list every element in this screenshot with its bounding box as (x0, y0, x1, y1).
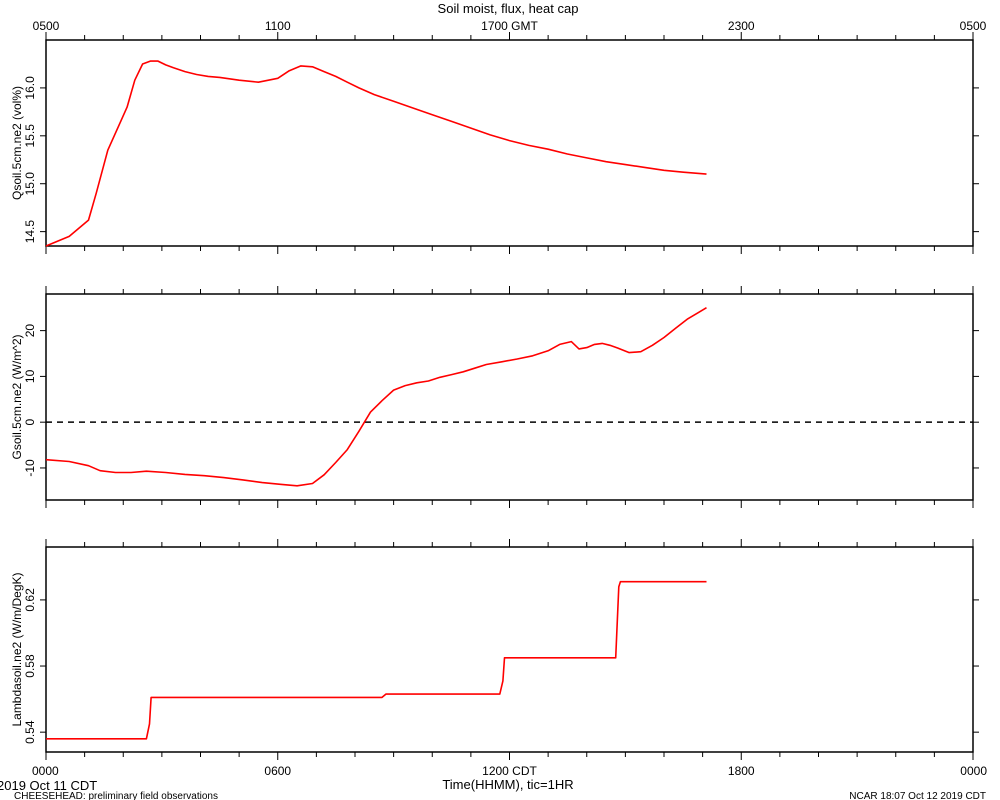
y-tick-label: 0.58 (23, 654, 37, 678)
top-axis-tick-label: 1100 (265, 19, 291, 33)
y-tick-label: -10 (23, 459, 37, 477)
bottom-axis-tick-label: 1800 (728, 764, 755, 778)
y-tick-label: 15.5 (23, 124, 37, 148)
series-line (45, 307, 707, 487)
bottom-axis-tick-label: 0000 (960, 764, 987, 778)
y-tick-label: 20 (23, 324, 37, 338)
footer-date: 2019 Oct 11 CDT (0, 778, 97, 793)
bottom-axis-tick-label: 1200 CDT (482, 764, 537, 778)
y-tick-label: 15.0 (23, 172, 37, 196)
y-tick-label: 14.5 (23, 220, 37, 244)
y-axis-label: Lambdasoil.ne2 (W/m/DegK) (10, 572, 24, 726)
plot-frame (45, 546, 974, 753)
top-axis-tick-label: 1700 GMT (481, 19, 538, 33)
chart-title: Soil moist, flux, heat cap (438, 1, 579, 16)
plot-frame (45, 293, 974, 501)
bottom-axis-tick-label: 0000 (32, 764, 59, 778)
top-axis-tick-label: 0500 (960, 19, 987, 33)
y-axis-label: Gsoil.5cm.ne2 (W/m^2) (10, 335, 24, 460)
y-tick-label: 10 (23, 369, 37, 383)
y-tick-label: 0.62 (23, 588, 37, 612)
y-axis-label: Qsoil.5cm.ne2 (vol%) (10, 86, 24, 200)
series-line (46, 580, 707, 740)
top-axis-tick-label: 0500 (33, 19, 60, 33)
y-tick-label: 0 (23, 419, 37, 426)
series-line (45, 60, 707, 247)
top-axis-tick-label: 2300 (728, 19, 755, 33)
x-axis-label: Time(HHMM), tic=1HR (442, 777, 573, 792)
footer-note-right: NCAR 18:07 Oct 12 2019 CDT (849, 791, 986, 800)
bottom-axis-tick-label: 0600 (264, 764, 291, 778)
y-tick-label: 0.54 (23, 720, 37, 744)
y-tick-label: 16.0 (23, 76, 37, 100)
footer-note-left: CHEESEHEAD: preliminary field observatio… (14, 791, 218, 800)
